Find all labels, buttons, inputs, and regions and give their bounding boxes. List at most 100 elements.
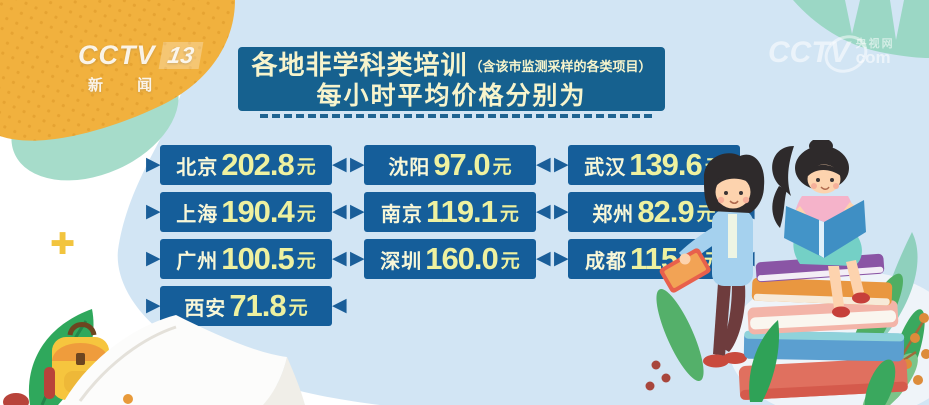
backpack-flap: [52, 343, 109, 361]
dark-berries: [645, 360, 671, 391]
price-cell-guangzhou: ▶ 广州 100.5 元 ◀: [146, 239, 347, 279]
price-box: 南京 119.1 元: [364, 192, 536, 232]
price-cell-shenzhen: ▶ 深圳 160.0 元 ◀: [350, 239, 551, 279]
front-leaf-icon: [749, 320, 780, 402]
price-value: 100.5: [221, 241, 295, 276]
title-line1: 各地非学科类培训 （含该市监测采样的各类项目）: [251, 48, 651, 82]
triangle-right-icon: ▶: [554, 201, 569, 222]
watermark-brand: CCTV: [768, 36, 850, 69]
triangle-right-icon: ▶: [554, 154, 569, 175]
price-value: 71.8: [229, 288, 286, 323]
price-value: 97.0: [433, 147, 490, 182]
leaf-slit: [845, 0, 860, 34]
city-label: 广州: [176, 250, 219, 273]
watermark-domain: com: [855, 48, 891, 67]
cctv-com-watermark: CCTV 央视网 com: [768, 28, 895, 80]
triangle-left-icon: ◀: [536, 154, 551, 175]
price-box: 沈阳 97.0 元: [364, 145, 536, 185]
price-value: 160.0: [425, 241, 499, 276]
triangle-left-icon: ◀: [332, 201, 347, 222]
triangle-right-icon: ▶: [350, 201, 365, 222]
city-label: 西安: [184, 297, 227, 320]
boy-figure: [659, 153, 765, 368]
green-leaf-icon: [656, 289, 704, 381]
price-box: 西安 71.8 元: [160, 286, 332, 326]
plus-icon: ✚: [50, 228, 76, 261]
triangle-right-icon: ▶: [146, 295, 161, 316]
triangle-left-icon: ◀: [536, 201, 551, 222]
cctv13-logo: CCTV 13 新 闻: [78, 40, 203, 95]
open-book-pages: [62, 315, 287, 405]
illustration-children-reading: [645, 140, 929, 405]
price-value: 82.9: [637, 194, 694, 229]
book-stack: [738, 253, 908, 400]
price-box: 广州 100.5 元: [160, 239, 332, 279]
price-grid: ▶ 北京 202.8 元 ◀ ▶ 沈阳 97.0 元 ◀ ▶: [146, 145, 758, 333]
backpack-buckle: [76, 353, 85, 365]
leaf-slit: [890, 0, 904, 40]
price-cell-shenyang: ▶ 沈阳 97.0 元 ◀: [350, 145, 551, 185]
price-row-2: ▶ 上海 190.4 元 ◀ ▶ 南京 119.1 元 ◀ ▶: [146, 192, 758, 232]
price-unit: 元: [296, 203, 316, 225]
title-banner: 各地非学科类培训 （含该市监测采样的各类项目） 每小时平均价格分别为: [238, 47, 665, 111]
city-label: 南京: [381, 203, 424, 226]
triangle-right-icon: ▶: [350, 154, 365, 175]
triangle-right-icon: ▶: [554, 248, 569, 269]
city-label: 成都: [585, 250, 628, 273]
triangle-left-icon: ◀: [536, 248, 551, 269]
triangle-right-icon: ▶: [146, 248, 161, 269]
dashed-divider: [260, 114, 652, 118]
red-fruit-icon: [3, 393, 29, 405]
book-fold: [263, 357, 305, 405]
watermark-right: 央视网 com: [856, 38, 895, 66]
channel-number-badge: 13: [158, 42, 203, 69]
price-row-4: ▶ 西安 71.8 元 ◀: [146, 286, 758, 326]
price-value: 139.6: [629, 147, 703, 182]
title-note: （含该市监测采样的各类项目）: [469, 59, 652, 74]
price-value: 202.8: [221, 147, 295, 182]
price-unit: 元: [288, 297, 308, 319]
orange-berries: [902, 313, 929, 385]
city-label: 郑州: [592, 203, 635, 226]
price-unit: 元: [500, 250, 520, 272]
price-cell-shanghai: ▶ 上海 190.4 元 ◀: [146, 192, 347, 232]
backpack-strap: [44, 367, 55, 399]
price-cell-nanjing: ▶ 南京 119.1 元 ◀: [350, 192, 551, 232]
cctv13-logo-row: CCTV 13: [78, 40, 203, 71]
price-unit: 元: [499, 203, 519, 225]
price-box: 深圳 160.0 元: [364, 239, 536, 279]
channel-subtitle: 新 闻: [88, 77, 168, 94]
triangle-left-icon: ◀: [332, 154, 347, 175]
city-label: 武汉: [584, 156, 627, 179]
cctv-wordmark: CCTV: [78, 40, 156, 70]
price-cell-beijing: ▶ 北京 202.8 元 ◀: [146, 145, 347, 185]
price-value: 119.1: [426, 194, 498, 229]
orange-dot-icon: [123, 394, 133, 404]
girl-figure: [772, 140, 870, 318]
price-row-3: ▶ 广州 100.5 元 ◀ ▶ 深圳 160.0 元 ◀ ▶: [146, 239, 758, 279]
title-line2: 每小时平均价格分别为: [316, 82, 587, 110]
price-unit: 元: [296, 250, 316, 272]
price-unit: 元: [296, 156, 316, 178]
city-label: 北京: [176, 156, 219, 179]
price-unit: 元: [492, 156, 512, 178]
backpack-handle: [67, 322, 97, 336]
price-box: 上海 190.4 元: [160, 192, 332, 232]
title-main: 各地非学科类培训: [251, 50, 468, 80]
city-label: 上海: [176, 203, 219, 226]
illustration-book-backpack: [3, 309, 305, 405]
price-cell-xian: ▶ 西安 71.8 元 ◀: [146, 286, 347, 326]
front-grass-icon: [864, 359, 896, 405]
triangle-right-icon: ▶: [146, 154, 161, 175]
price-value: 190.4: [221, 194, 295, 229]
book-page-line: [78, 325, 177, 402]
triangle-left-icon: ◀: [332, 248, 347, 269]
city-label: 深圳: [380, 250, 423, 273]
triangle-right-icon: ▶: [146, 201, 161, 222]
triangle-right-icon: ▶: [350, 248, 365, 269]
price-box: 北京 202.8 元: [160, 145, 332, 185]
watermark-site-name: 央视网: [855, 38, 895, 50]
orange-blob-dots: [0, 0, 235, 141]
city-label: 沈阳: [388, 156, 431, 179]
